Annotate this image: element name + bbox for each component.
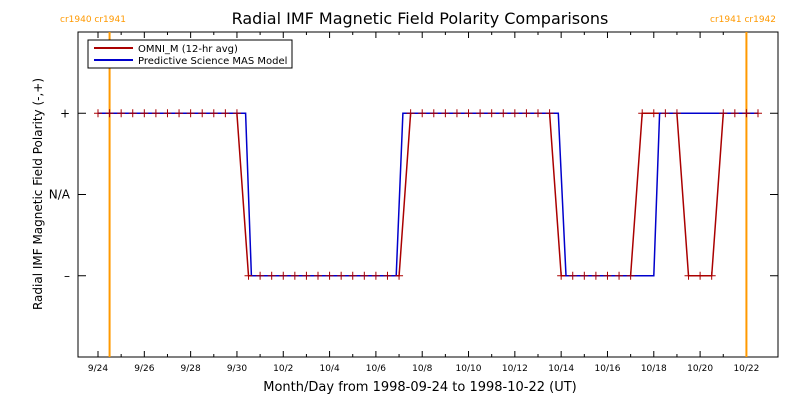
- rotation-marker-label: cr1941 cr1942: [710, 15, 776, 25]
- y-tick-label: –: [64, 269, 70, 283]
- x-tick-label: 10/20: [687, 364, 713, 374]
- x-tick-label: 9/30: [227, 364, 247, 374]
- x-tick-label: 10/16: [595, 364, 621, 374]
- x-axis: 9/24 9/26 9/28 9/30 10/2 10/4 10/6 10/8 10/10 10/…: [88, 32, 759, 374]
- x-tick-label: 10/4: [319, 364, 339, 374]
- y-axis: + N/A –: [49, 106, 778, 283]
- y-axis-label: Radial IMF Magnetic Field Polarity (-,+): [31, 78, 45, 310]
- x-tick-label: 10/22: [733, 364, 759, 374]
- x-tick-label: 10/6: [366, 364, 386, 374]
- x-tick-label: 9/24: [88, 364, 108, 374]
- legend: OMNI_M (12-hr avg) Predictive Science MA…: [87, 39, 293, 69]
- x-axis-label: Month/Day from 1998-09-24 to 1998-10-22 …: [263, 380, 576, 395]
- chart-title: Radial IMF Magnetic Field Polarity Compa…: [232, 9, 609, 28]
- x-tick-label: 10/12: [502, 364, 528, 374]
- legend-label-model: Predictive Science MAS Model: [138, 56, 287, 67]
- x-tick-label: 10/14: [548, 364, 574, 374]
- x-tick-label: 9/28: [181, 364, 201, 374]
- x-tick-label: 10/2: [273, 364, 293, 374]
- rotation-markers: cr1940 cr1941 cr1941 cr1942: [60, 15, 776, 357]
- y-tick-label: N/A: [49, 188, 71, 202]
- x-tick-label: 10/10: [456, 364, 482, 374]
- model-series-line: [98, 112, 758, 277]
- plot-frame: [77, 31, 779, 358]
- x-tick-label: 10/8: [412, 364, 432, 374]
- legend-box: [87, 39, 293, 69]
- series-layer: [94, 109, 762, 280]
- legend-label-omni: OMNI_M (12-hr avg): [138, 44, 238, 55]
- x-tick-label: 10/18: [641, 364, 667, 374]
- y-tick-label: +: [60, 106, 70, 120]
- x-tick-label: 9/26: [134, 364, 154, 374]
- rotation-marker-label: cr1940 cr1941: [60, 15, 126, 25]
